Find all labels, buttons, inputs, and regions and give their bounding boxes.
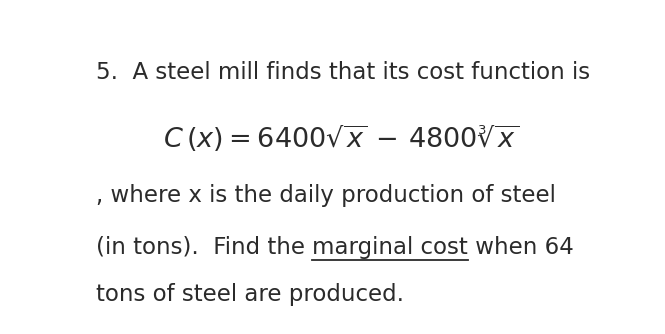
Text: when 64: when 64 xyxy=(468,235,574,259)
Text: marginal cost: marginal cost xyxy=(313,235,468,259)
Text: (in tons).  Find the: (in tons). Find the xyxy=(96,235,313,259)
Text: tons of steel are produced.: tons of steel are produced. xyxy=(96,283,404,306)
Text: 5.  A steel mill finds that its cost function is: 5. A steel mill finds that its cost func… xyxy=(96,61,590,84)
Text: $C\,(x) = 6400\sqrt{x}\,-\,4800\sqrt[3]{x}$: $C\,(x) = 6400\sqrt{x}\,-\,4800\sqrt[3]{… xyxy=(163,122,519,154)
Text: , where x is the daily production of steel: , where x is the daily production of ste… xyxy=(96,184,556,207)
